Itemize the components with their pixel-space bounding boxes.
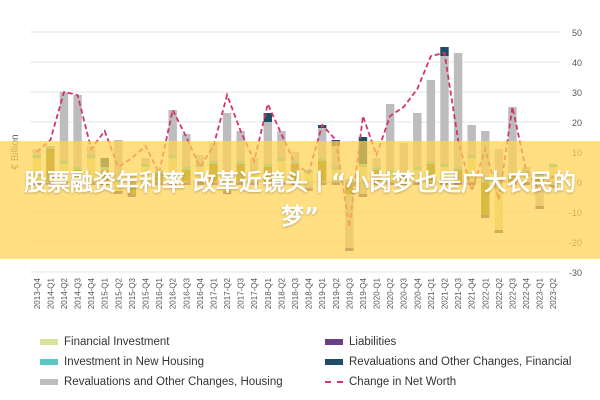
legend-swatch (40, 339, 58, 345)
x-tick-label: 2019-Q4 (359, 277, 368, 309)
y-tick-label: -30 (569, 268, 582, 278)
x-tick-label: 2019-Q2 (332, 277, 341, 309)
legend-item: Investment in New Housing (40, 356, 204, 368)
bar-revaluations-housing (440, 56, 449, 164)
legend-label: Revaluations and Other Changes, Financia… (349, 356, 572, 368)
x-tick-label: 2016-Q3 (182, 277, 191, 309)
x-tick-label: 2020-Q1 (373, 277, 382, 309)
legend-item: Liabilities (325, 336, 396, 348)
bar-revaluations-financial (440, 47, 449, 56)
bar-revaluations-housing (413, 113, 422, 167)
x-tick-label: 2018-Q1 (264, 277, 273, 309)
bar-revaluations-housing (168, 110, 177, 155)
x-tick-label: 2015-Q3 (128, 277, 137, 309)
x-tick-label: 2023-Q2 (549, 277, 558, 309)
x-tick-label: 2017-Q3 (237, 277, 246, 309)
x-tick-label: 2013-Q4 (33, 277, 42, 309)
legend-label: Revaluations and Other Changes, Housing (64, 376, 283, 388)
headline-banner: 股票融资年利率 改革近镜头丨“小岗梦也是广大农民的梦” (0, 141, 600, 259)
legend-label: Financial Investment (64, 336, 170, 348)
bar-revaluations-housing (73, 95, 82, 167)
x-tick-label: 2019-Q1 (318, 277, 327, 309)
legend-label: Change in Net Worth (349, 376, 457, 388)
legend-swatch (325, 381, 343, 383)
x-tick-label: 2017-Q4 (250, 277, 259, 309)
x-tick-label: 2018-Q2 (277, 277, 286, 309)
legend-swatch (40, 379, 58, 385)
bar-revaluations-housing (467, 125, 476, 155)
x-tick-label: 2022-Q3 (508, 277, 517, 309)
x-tick-label: 2022-Q4 (522, 277, 531, 309)
x-tick-label: 2016-Q2 (169, 277, 178, 309)
x-tick-label: 2015-Q4 (142, 277, 151, 309)
x-tick-label: 2018-Q4 (305, 277, 314, 309)
headline-text: 股票融资年利率 改革近镜头丨“小岗梦也是广大农民的梦” (23, 170, 577, 230)
x-tick-label: 2018-Q3 (291, 277, 300, 309)
x-tick-label: 2023-Q1 (536, 277, 545, 309)
legend-label: Liabilities (349, 336, 397, 348)
y-tick-label: 40 (572, 58, 582, 68)
x-tick-label: 2014-Q2 (60, 277, 69, 309)
y-tick-label: 50 (572, 28, 582, 38)
x-tick-label: 2017-Q2 (223, 277, 232, 309)
legend-item: Change in Net Worth (325, 376, 456, 388)
x-tick-label: 2014-Q1 (46, 277, 55, 309)
x-tick-label: 2021-Q3 (454, 277, 463, 309)
legend-swatch (325, 339, 343, 345)
bar-revaluations-financial (263, 113, 273, 122)
chart-legend: Financial Investment Liabilities Investmen… (40, 336, 600, 396)
x-tick-label: 2016-Q4 (196, 277, 205, 309)
x-tick-label: 2020-Q4 (413, 277, 422, 309)
x-tick-label: 2015-Q2 (114, 277, 123, 309)
x-tick-label: 2021-Q1 (427, 277, 436, 309)
x-tick-label: 2014-Q4 (87, 277, 96, 309)
bar-revaluations-housing (426, 80, 436, 161)
x-tick-label: 2020-Q3 (400, 277, 409, 309)
legend-item: Revaluations and Other Changes, Financia… (325, 356, 571, 368)
x-tick-label: 2021-Q2 (440, 277, 449, 309)
legend-item: Revaluations and Other Changes, Housing (40, 376, 283, 388)
y-tick-label: 20 (572, 118, 582, 128)
x-tick-label: 2022-Q2 (495, 277, 504, 309)
x-tick-label: 2021-Q4 (468, 277, 477, 309)
x-tick-label: 2020-Q2 (386, 277, 395, 309)
legend-swatch (325, 359, 343, 365)
legend-item: Financial Investment (40, 336, 169, 348)
legend-swatch (40, 359, 58, 365)
x-tick-label: 2016-Q1 (155, 277, 164, 309)
x-tick-label: 2017-Q1 (209, 277, 218, 309)
bar-revaluations-housing (59, 92, 69, 161)
bar-revaluations-housing (385, 104, 395, 170)
x-tick-label: 2015-Q1 (101, 277, 110, 309)
x-tick-label: 2022-Q1 (481, 277, 490, 309)
bar-revaluations-housing (508, 107, 517, 173)
bar-revaluations-housing (453, 53, 463, 167)
x-tick-label: 2019-Q3 (345, 277, 354, 309)
x-tick-label: 2014-Q3 (74, 277, 83, 309)
y-tick-label: 30 (572, 88, 582, 98)
legend-label: Investment in New Housing (64, 356, 204, 368)
